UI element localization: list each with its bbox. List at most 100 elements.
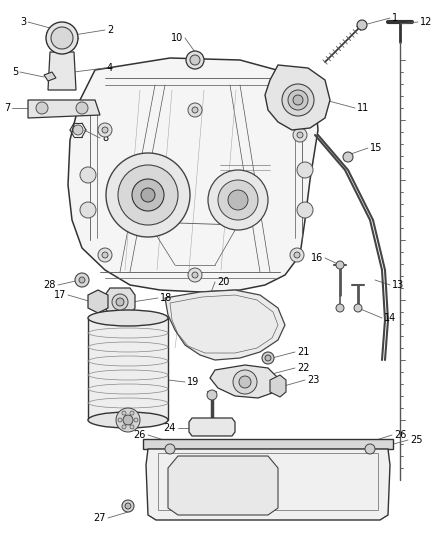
Circle shape (102, 252, 108, 258)
Text: 20: 20 (217, 277, 230, 287)
Circle shape (262, 352, 274, 364)
Polygon shape (105, 288, 135, 315)
Circle shape (123, 415, 133, 425)
Text: 19: 19 (187, 377, 199, 387)
Circle shape (73, 125, 83, 135)
Circle shape (125, 503, 131, 509)
Polygon shape (28, 100, 100, 118)
Text: 22: 22 (297, 363, 310, 373)
Circle shape (118, 418, 122, 422)
Circle shape (80, 167, 96, 183)
Text: 28: 28 (44, 280, 56, 290)
Circle shape (98, 123, 112, 137)
Circle shape (80, 202, 96, 218)
Circle shape (293, 95, 303, 105)
Circle shape (116, 298, 124, 306)
Polygon shape (189, 418, 235, 436)
Text: 2: 2 (107, 25, 113, 35)
Text: 5: 5 (12, 67, 18, 77)
Circle shape (357, 20, 367, 30)
Text: 7: 7 (4, 103, 10, 113)
Circle shape (76, 102, 88, 114)
Circle shape (51, 27, 73, 49)
Circle shape (75, 273, 89, 287)
Circle shape (288, 90, 308, 110)
Circle shape (106, 153, 190, 237)
Circle shape (297, 132, 303, 138)
Circle shape (228, 190, 248, 210)
Circle shape (36, 102, 48, 114)
Polygon shape (143, 439, 393, 449)
Circle shape (282, 84, 314, 116)
Circle shape (192, 272, 198, 278)
Circle shape (294, 252, 300, 258)
Circle shape (293, 128, 307, 142)
Polygon shape (270, 375, 286, 397)
Text: 21: 21 (297, 347, 309, 357)
Text: 11: 11 (357, 103, 369, 113)
Text: 16: 16 (311, 253, 323, 263)
Circle shape (265, 355, 271, 361)
Polygon shape (88, 290, 108, 313)
Polygon shape (165, 290, 285, 360)
Circle shape (290, 248, 304, 262)
Polygon shape (68, 58, 318, 292)
Circle shape (134, 418, 138, 422)
Circle shape (98, 248, 112, 262)
Circle shape (186, 51, 204, 69)
Circle shape (122, 411, 126, 415)
Polygon shape (146, 449, 390, 520)
Text: 18: 18 (160, 293, 172, 303)
Circle shape (46, 22, 78, 54)
Circle shape (354, 304, 362, 312)
Circle shape (141, 188, 155, 202)
Polygon shape (88, 318, 168, 420)
Text: 25: 25 (410, 435, 423, 445)
Text: 14: 14 (384, 313, 396, 323)
Polygon shape (265, 65, 330, 130)
Circle shape (297, 162, 313, 178)
Text: 17: 17 (53, 290, 66, 300)
Circle shape (130, 425, 134, 429)
Text: 8: 8 (102, 133, 108, 143)
Circle shape (116, 408, 140, 432)
Ellipse shape (88, 310, 168, 326)
Circle shape (79, 277, 85, 283)
Text: 26: 26 (394, 430, 406, 440)
Text: 24: 24 (164, 423, 176, 433)
Text: 26: 26 (134, 430, 146, 440)
Text: 27: 27 (93, 513, 106, 523)
Text: 4: 4 (107, 63, 113, 73)
Circle shape (165, 444, 175, 454)
Circle shape (132, 179, 164, 211)
Circle shape (207, 390, 217, 400)
Polygon shape (44, 72, 56, 81)
Circle shape (122, 425, 126, 429)
Circle shape (118, 165, 178, 225)
Ellipse shape (88, 412, 168, 428)
Circle shape (297, 202, 313, 218)
Circle shape (112, 294, 128, 310)
Circle shape (188, 103, 202, 117)
Polygon shape (210, 365, 278, 398)
Circle shape (233, 370, 257, 394)
Circle shape (188, 268, 202, 282)
Circle shape (239, 376, 251, 388)
Circle shape (343, 152, 353, 162)
Text: 1: 1 (392, 13, 398, 23)
Circle shape (192, 107, 198, 113)
Text: 15: 15 (370, 143, 382, 153)
Polygon shape (48, 52, 76, 90)
Circle shape (218, 180, 258, 220)
Circle shape (365, 444, 375, 454)
Circle shape (102, 127, 108, 133)
Text: 10: 10 (171, 33, 183, 43)
Text: 13: 13 (392, 280, 404, 290)
Text: 23: 23 (307, 375, 319, 385)
Polygon shape (168, 456, 278, 515)
Circle shape (336, 261, 344, 269)
Circle shape (130, 411, 134, 415)
Circle shape (208, 170, 268, 230)
Circle shape (336, 304, 344, 312)
Circle shape (122, 500, 134, 512)
